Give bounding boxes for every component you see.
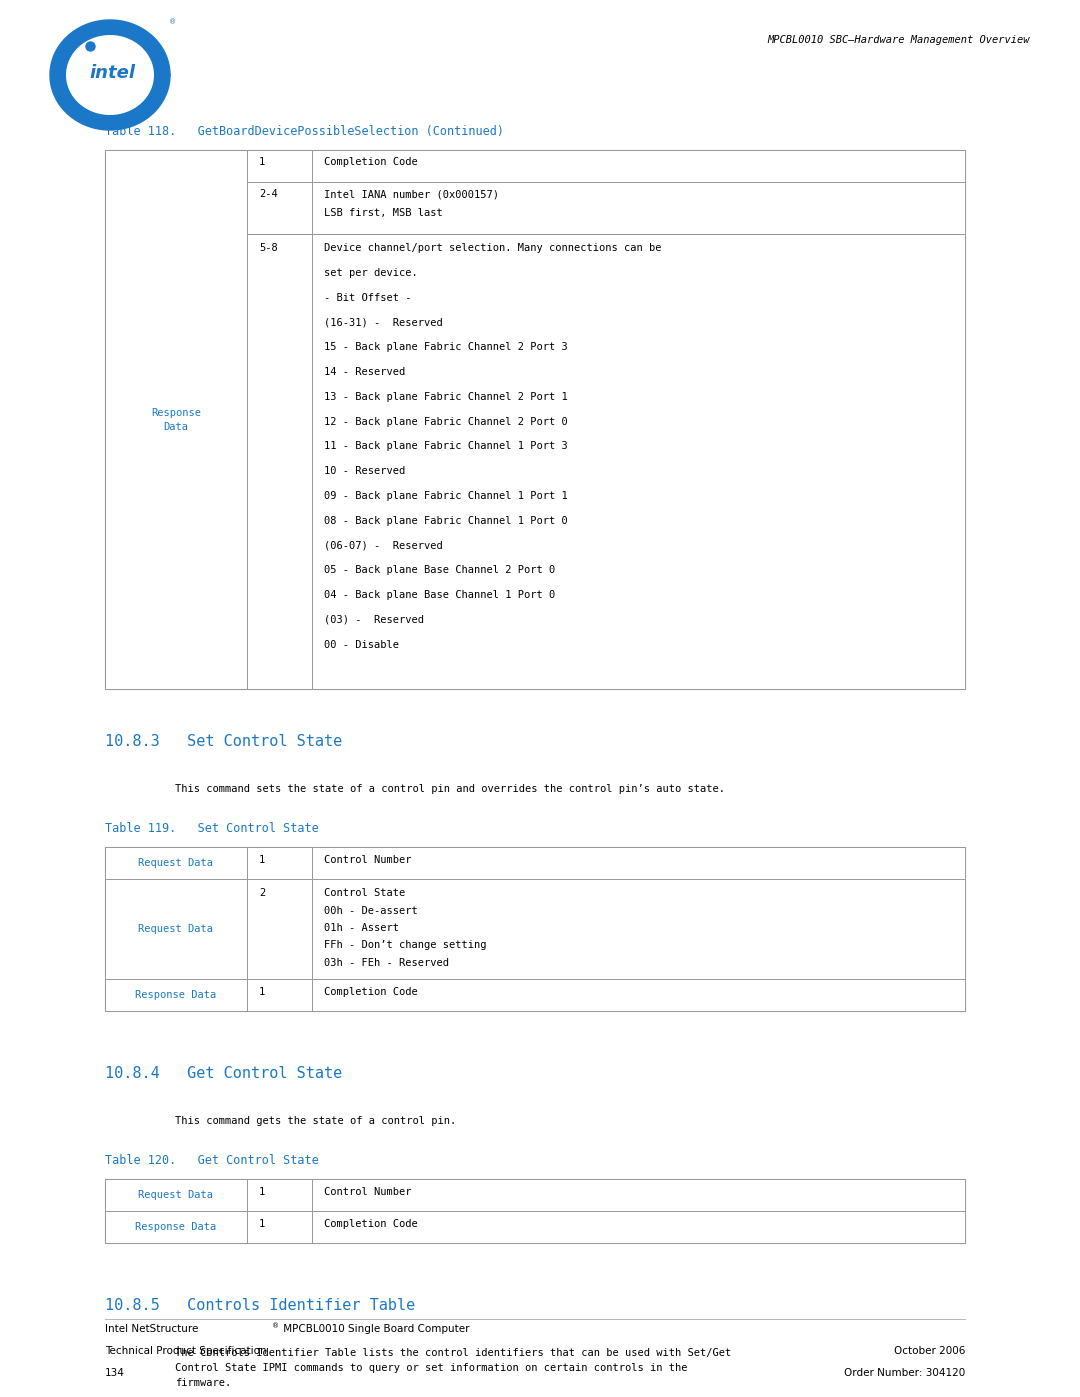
Text: 00h - De-assert: 00h - De-assert xyxy=(324,905,418,915)
Text: 01h - Assert: 01h - Assert xyxy=(324,923,399,933)
Text: 1: 1 xyxy=(259,855,266,865)
Bar xyxy=(312,979,966,1011)
Text: 04 - Back plane Base Channel 1 Port 0: 04 - Back plane Base Channel 1 Port 0 xyxy=(324,590,555,601)
Bar xyxy=(105,1211,247,1243)
Text: This command gets the state of a control pin.: This command gets the state of a control… xyxy=(175,1116,456,1126)
Text: (06-07) -  Reserved: (06-07) - Reserved xyxy=(324,541,443,550)
Bar xyxy=(247,979,312,1011)
Text: 14 - Reserved: 14 - Reserved xyxy=(324,367,405,377)
Text: Request Data: Request Data xyxy=(138,923,214,935)
Text: October 2006: October 2006 xyxy=(893,1345,966,1356)
Text: 08 - Back plane Fabric Channel 1 Port 0: 08 - Back plane Fabric Channel 1 Port 0 xyxy=(324,515,568,525)
Text: set per device.: set per device. xyxy=(324,268,418,278)
Text: 05 - Back plane Base Channel 2 Port 0: 05 - Back plane Base Channel 2 Port 0 xyxy=(324,566,555,576)
Bar xyxy=(105,1179,966,1243)
Text: Intel NetStructure: Intel NetStructure xyxy=(105,1324,199,1334)
Text: 10 - Reserved: 10 - Reserved xyxy=(324,467,405,476)
Circle shape xyxy=(86,42,95,52)
Text: - Bit Offset -: - Bit Offset - xyxy=(324,292,411,303)
Text: 00 - Disable: 00 - Disable xyxy=(324,640,399,650)
Text: 13 - Back plane Fabric Channel 2 Port 1: 13 - Back plane Fabric Channel 2 Port 1 xyxy=(324,391,568,402)
Text: Response
Data: Response Data xyxy=(151,408,201,432)
Bar xyxy=(312,847,966,879)
Text: 10.8.4   Get Control State: 10.8.4 Get Control State xyxy=(105,1066,342,1081)
Bar xyxy=(247,149,312,182)
Text: 1: 1 xyxy=(259,156,266,168)
Text: Control Number: Control Number xyxy=(324,1187,411,1197)
Bar xyxy=(247,235,312,689)
Bar xyxy=(105,1179,247,1211)
Text: Control Number: Control Number xyxy=(324,855,411,865)
Bar xyxy=(105,979,247,1011)
Text: (03) -  Reserved: (03) - Reserved xyxy=(324,615,424,624)
Bar xyxy=(105,149,966,689)
Text: ®: ® xyxy=(168,20,176,25)
Text: 15 - Back plane Fabric Channel 2 Port 3: 15 - Back plane Fabric Channel 2 Port 3 xyxy=(324,342,568,352)
Text: LSB first, MSB last: LSB first, MSB last xyxy=(324,208,443,218)
Text: MPCBL0010 Single Board Computer: MPCBL0010 Single Board Computer xyxy=(280,1324,470,1334)
Bar xyxy=(247,1179,312,1211)
Text: Table 120.   Get Control State: Table 120. Get Control State xyxy=(105,1154,319,1166)
Text: 5-8: 5-8 xyxy=(259,243,278,253)
Text: 2: 2 xyxy=(259,888,266,898)
Bar xyxy=(247,1211,312,1243)
Bar xyxy=(105,847,966,1011)
Bar xyxy=(312,235,966,689)
Text: 09 - Back plane Fabric Channel 1 Port 1: 09 - Back plane Fabric Channel 1 Port 1 xyxy=(324,490,568,502)
Text: ®: ® xyxy=(272,1323,279,1329)
Bar xyxy=(312,182,966,235)
Bar xyxy=(247,847,312,879)
Text: Response Data: Response Data xyxy=(135,990,217,1000)
Text: Technical Product Specification: Technical Product Specification xyxy=(105,1345,267,1356)
Text: FFh - Don’t change setting: FFh - Don’t change setting xyxy=(324,940,486,950)
Text: Request Data: Request Data xyxy=(138,1190,214,1200)
Text: Request Data: Request Data xyxy=(138,858,214,868)
Text: 11 - Back plane Fabric Channel 1 Port 3: 11 - Back plane Fabric Channel 1 Port 3 xyxy=(324,441,568,451)
Text: 1: 1 xyxy=(259,988,266,997)
Bar xyxy=(105,149,247,689)
Bar xyxy=(312,149,966,182)
Text: Table 118.   GetBoardDevicePossibleSelection (Continued): Table 118. GetBoardDevicePossibleSelecti… xyxy=(105,124,504,138)
Bar xyxy=(312,879,966,979)
Text: Completion Code: Completion Code xyxy=(324,1220,418,1229)
Text: 03h - FEh - Reserved: 03h - FEh - Reserved xyxy=(324,958,449,968)
Ellipse shape xyxy=(66,35,154,115)
Text: This command sets the state of a control pin and overrides the control pin’s aut: This command sets the state of a control… xyxy=(175,784,725,793)
Text: 10.8.3   Set Control State: 10.8.3 Set Control State xyxy=(105,733,342,749)
Bar xyxy=(247,879,312,979)
Text: 134: 134 xyxy=(105,1368,125,1377)
Text: Order Number: 304120: Order Number: 304120 xyxy=(843,1368,966,1377)
Bar xyxy=(105,879,247,979)
Text: 12 - Back plane Fabric Channel 2 Port 0: 12 - Back plane Fabric Channel 2 Port 0 xyxy=(324,416,568,426)
Text: Intel IANA number (0x000157): Intel IANA number (0x000157) xyxy=(324,189,499,198)
Text: 10.8.5   Controls Identifier Table: 10.8.5 Controls Identifier Table xyxy=(105,1298,415,1313)
Bar xyxy=(312,1211,966,1243)
Bar xyxy=(312,1179,966,1211)
Text: Control State: Control State xyxy=(324,888,405,898)
Text: Table 119.   Set Control State: Table 119. Set Control State xyxy=(105,821,319,835)
Text: MPCBL0010 SBC—Hardware Management Overview: MPCBL0010 SBC—Hardware Management Overvi… xyxy=(768,35,1030,45)
Text: Device channel/port selection. Many connections can be: Device channel/port selection. Many conn… xyxy=(324,243,661,253)
Polygon shape xyxy=(50,20,170,130)
Text: Completion Code: Completion Code xyxy=(324,156,418,168)
Text: (16-31) -  Reserved: (16-31) - Reserved xyxy=(324,317,443,327)
Bar xyxy=(105,847,247,879)
Text: 1: 1 xyxy=(259,1220,266,1229)
Text: Completion Code: Completion Code xyxy=(324,988,418,997)
Text: The Controls Identifier Table lists the control identifiers that can be used wit: The Controls Identifier Table lists the … xyxy=(175,1348,731,1387)
Bar xyxy=(247,182,312,235)
Text: 2-4: 2-4 xyxy=(259,189,278,198)
Text: intel: intel xyxy=(89,64,135,82)
Text: Response Data: Response Data xyxy=(135,1222,217,1232)
Text: 1: 1 xyxy=(259,1187,266,1197)
